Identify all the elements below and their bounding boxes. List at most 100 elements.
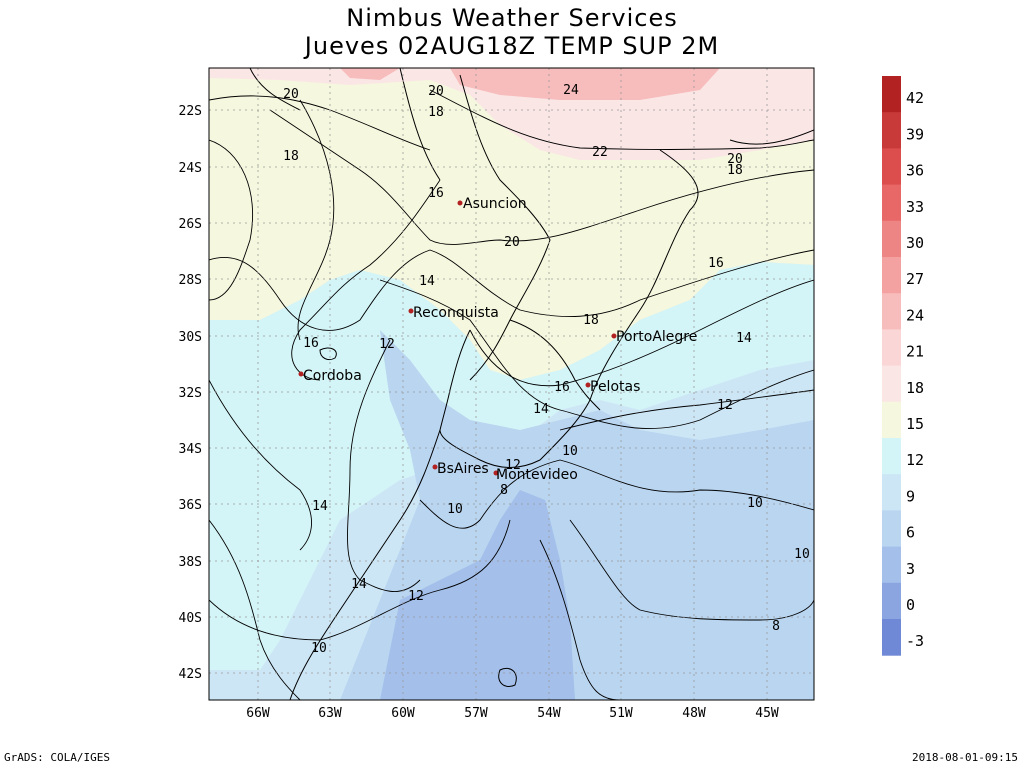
- map-subtitle: Jueves 02AUG18Z TEMP SUP 2M: [304, 32, 720, 60]
- contour-label: 8: [500, 483, 508, 498]
- lon-label: 63W: [318, 706, 342, 721]
- lat-label: 40S: [179, 611, 202, 626]
- colorbar-swatch: [882, 220, 901, 258]
- contour-label: 12: [408, 589, 424, 604]
- city-marker-portoalegre: [611, 333, 617, 339]
- boundaries: [249, 68, 814, 700]
- coastline-north: [729, 129, 814, 145]
- lat-label: 28S: [179, 273, 202, 288]
- contour-label: 14: [736, 331, 752, 346]
- colorbar-swatch: [882, 148, 901, 186]
- coastline-argentina: [289, 429, 441, 700]
- colorbar-label: 12: [906, 451, 924, 469]
- lat-label: 36S: [179, 498, 202, 513]
- colorbar-swatch: [882, 76, 901, 113]
- contour-label: 20: [504, 235, 520, 250]
- city-marker-pelotas: [585, 382, 591, 388]
- contour-labels: 24 20 20 18 22 20 18 18 16 20 16 14 18 1…: [283, 83, 810, 656]
- lat-label: 22S: [179, 104, 202, 119]
- city-label-pelotas: Pelotas: [590, 379, 640, 395]
- isotherm-12-east: [559, 389, 814, 431]
- colorbar-label: 36: [906, 162, 924, 180]
- contour-label: 16: [708, 256, 724, 271]
- band-15-18: [209, 262, 814, 670]
- isotherm-lines: [209, 89, 814, 700]
- contour-label: 10: [747, 496, 763, 511]
- contour-label: 20: [283, 87, 299, 102]
- lat-label: 34S: [179, 442, 202, 457]
- city-marker-montevideo: [493, 470, 499, 476]
- colorbar-label: 39: [906, 125, 924, 143]
- lat-label: 42S: [179, 667, 202, 682]
- colorbar-label: 21: [906, 343, 924, 361]
- city-marker-asuncion: [457, 200, 463, 206]
- contour-label: 10: [562, 444, 578, 459]
- contour-label: 14: [419, 274, 435, 289]
- colorbar-swatch: [882, 329, 901, 367]
- contour-label: 20: [727, 152, 743, 167]
- lat-label: 30S: [179, 330, 202, 345]
- grid: [209, 68, 814, 700]
- contour-label: 14: [533, 402, 549, 417]
- isotherm-20: [269, 109, 814, 245]
- lon-label: 45W: [755, 706, 779, 721]
- isotherm-10-south: [569, 519, 814, 621]
- contour-label: 8: [772, 619, 780, 634]
- latitude-labels: 22S 24S 26S 28S 30S 32S 34S 36S 38S 40S …: [179, 104, 202, 682]
- colorbar-label: 18: [906, 379, 924, 397]
- contour-label: 18: [428, 105, 444, 120]
- contour-label: 18: [283, 149, 299, 164]
- colorbar-label: 9: [906, 487, 915, 505]
- isotherm-14: [379, 279, 814, 430]
- colorbar-label: -3: [906, 632, 924, 650]
- border-bolivia: [249, 68, 301, 111]
- isotherm-10: [419, 459, 814, 529]
- lon-label: 54W: [537, 706, 561, 721]
- isotherm-12: [347, 339, 421, 592]
- band-24-27: [450, 68, 720, 100]
- coastline-east: [439, 149, 699, 468]
- city-marker-cordoba: [298, 371, 304, 377]
- contour-label: 18: [727, 163, 743, 178]
- map-frame: [208, 67, 815, 701]
- colorbar-label: 6: [906, 524, 915, 542]
- contour-label: 24: [563, 83, 579, 98]
- colorbar-swatch: [882, 582, 901, 620]
- footer-timestamp: 2018-08-01-09:15: [912, 751, 1018, 764]
- lon-label: 60W: [391, 706, 415, 721]
- isotherm-16-west: [297, 99, 335, 341]
- contour-label: 18: [583, 313, 599, 328]
- isotherm-18: [209, 249, 814, 331]
- colorbar-swatch: [882, 438, 901, 475]
- lon-label: 48W: [682, 706, 706, 721]
- contour-label: 12: [379, 337, 395, 352]
- contour-label: 16: [428, 186, 444, 201]
- isotherm-16-east: [469, 279, 814, 387]
- lake: [319, 347, 337, 361]
- colorbar-label: 15: [906, 415, 924, 433]
- border-brazil-uruguay: [509, 319, 601, 411]
- colorbar-swatch: [882, 401, 901, 439]
- isotherm-9: [539, 539, 621, 700]
- city-label-montevideo: Montevideo: [496, 467, 578, 483]
- lat-label: 24S: [179, 161, 202, 176]
- lon-label: 57W: [464, 706, 488, 721]
- city-markers: Asuncion Reconquista Cordoba PortoAlegre…: [298, 196, 697, 483]
- colorbar-label: 24: [906, 306, 924, 324]
- isotherm-22: [429, 89, 814, 150]
- colorbar-swatch: [882, 184, 901, 222]
- colorbar-label: 33: [906, 198, 924, 216]
- border-paraguay: [459, 74, 551, 381]
- lat-label: 38S: [179, 555, 202, 570]
- contour-label: 16: [303, 336, 319, 351]
- contour-label: 10: [447, 502, 463, 517]
- colorbar-swatch: [882, 293, 901, 330]
- colorbar-swatch: [882, 619, 901, 656]
- isotherm-16: [291, 179, 441, 381]
- city-marker-reconquista: [408, 308, 414, 314]
- contour-label: 10: [794, 547, 810, 562]
- city-marker-bsaires: [432, 464, 438, 470]
- contour-label: 14: [351, 577, 367, 592]
